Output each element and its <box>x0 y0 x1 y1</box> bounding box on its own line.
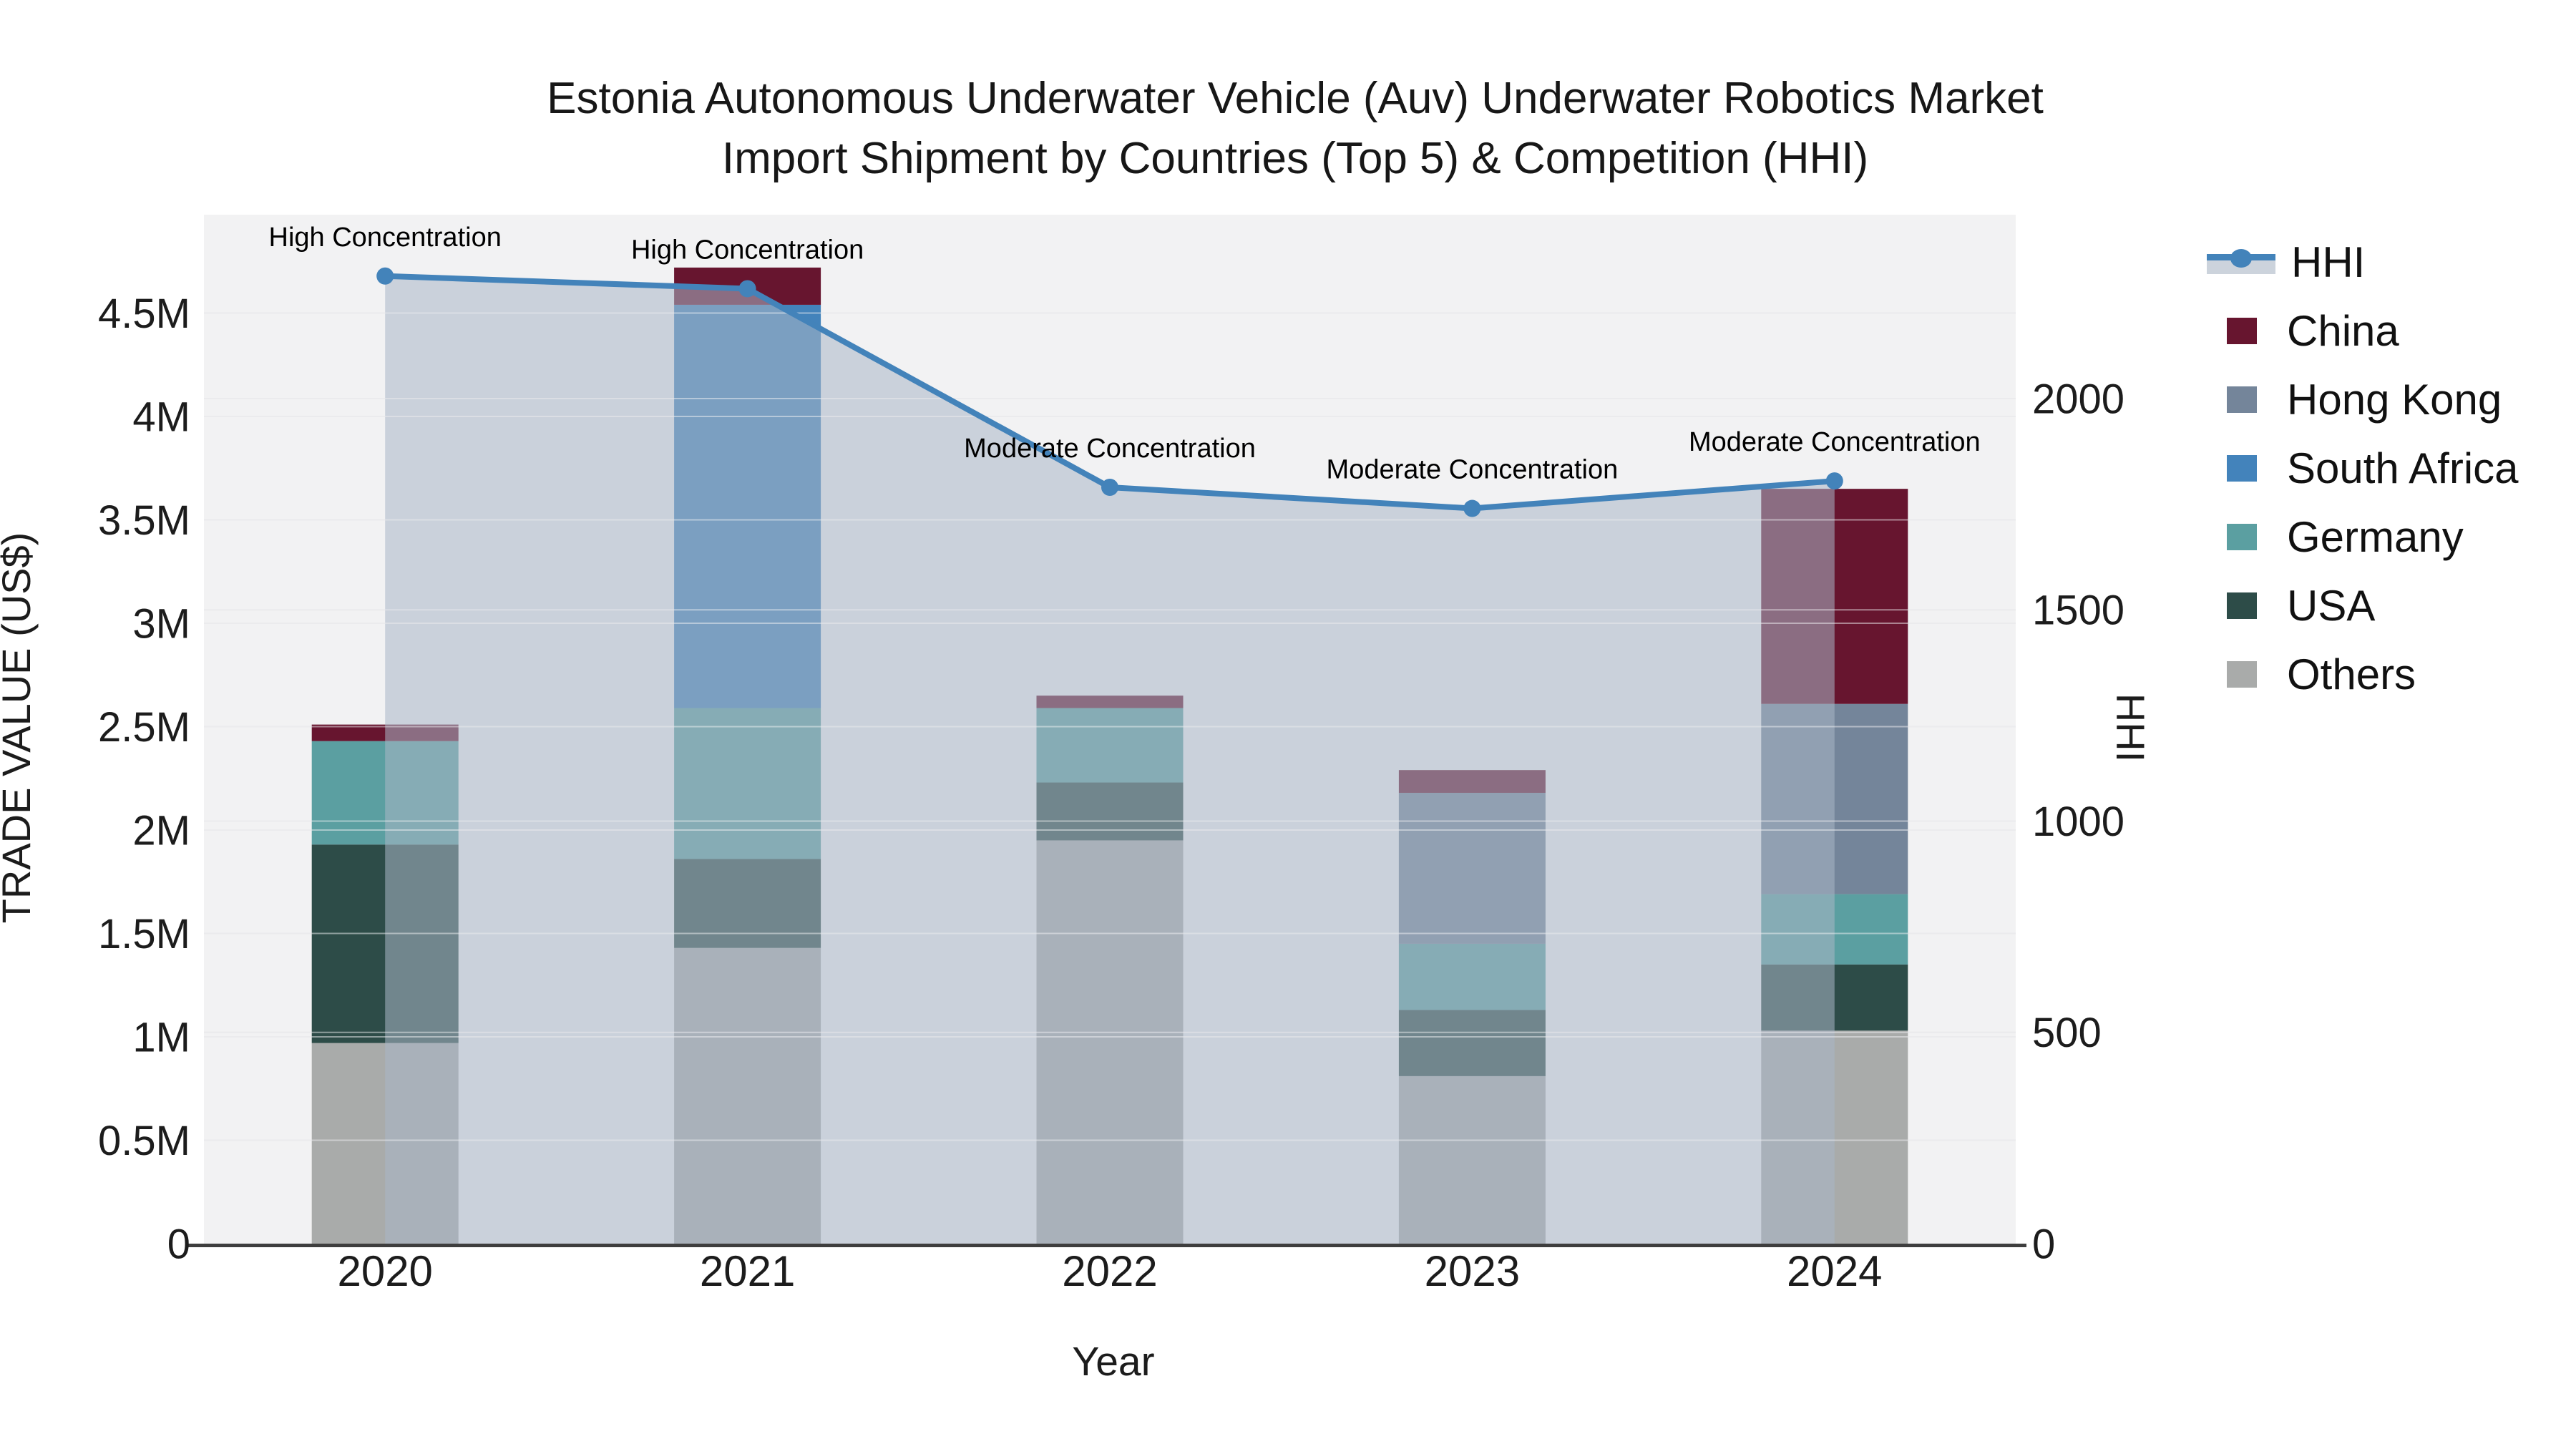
hhi-marker-2020 <box>376 267 394 285</box>
hhi-area <box>385 275 1835 1244</box>
legend-item-china[interactable]: China <box>2227 307 2399 355</box>
hhi-marker-2024 <box>1825 472 1843 490</box>
legend-item-south-africa[interactable]: South Africa <box>2227 444 2519 492</box>
x-tick-label-2024: 2024 <box>1787 1247 1882 1295</box>
y-tick-label-1M: 1M <box>132 1014 190 1060</box>
legend-label-hong-kong: Hong Kong <box>2287 375 2502 424</box>
y2-tick-label-500: 500 <box>2032 1010 2102 1056</box>
chart-title-line2: Import Shipment by Countries (Top 5) & C… <box>721 134 1869 183</box>
x-tick-label-2020: 2020 <box>337 1247 432 1295</box>
y-tick-label-0: 0 <box>167 1221 190 1267</box>
chart-title-line1: Estonia Autonomous Underwater Vehicle (A… <box>547 74 2044 123</box>
legend-swatch-south-africa <box>2227 454 2257 482</box>
annotation-2023: Moderate Concentration <box>1327 455 1619 485</box>
x-tick-label-2021: 2021 <box>700 1247 795 1295</box>
y2-tick-label-2000: 2000 <box>2032 376 2124 422</box>
legend-swatch-hong-kong <box>2227 386 2257 413</box>
legend-item-hong-kong[interactable]: Hong Kong <box>2227 375 2502 424</box>
y-tick-label-0.5M: 0.5M <box>98 1118 190 1164</box>
y-axis-title: TRADE VALUE (US$) <box>0 532 39 924</box>
hhi-marker-2023 <box>1463 499 1481 517</box>
y-tick-label-2M: 2M <box>132 807 190 854</box>
hhi-marker-2021 <box>738 280 756 298</box>
y-tick-label-3.5M: 3.5M <box>98 497 190 544</box>
legend-item-others[interactable]: Others <box>2227 650 2416 698</box>
y-tick-label-3M: 3M <box>132 600 190 647</box>
annotation-2020: High Concentration <box>269 223 502 253</box>
x-tick-label-2023: 2023 <box>1425 1247 1520 1295</box>
legend-hhi-line-icon <box>2207 248 2275 276</box>
legend-label-china: China <box>2287 306 2399 355</box>
x-axis-title: Year <box>1072 1339 1154 1385</box>
legend-swatch-others <box>2227 660 2257 688</box>
legend-swatch-china <box>2227 317 2257 344</box>
x-tick-label-2022: 2022 <box>1062 1247 1157 1295</box>
y2-axis-title: HHI <box>2108 693 2153 762</box>
annotation-2024: Moderate Concentration <box>1689 427 1981 457</box>
x-axis-line <box>186 1244 2026 1247</box>
annotation-2021: High Concentration <box>631 235 864 265</box>
legend-label-south-africa: South Africa <box>2287 444 2519 492</box>
annotation-2022: Moderate Concentration <box>964 434 1256 464</box>
legend-label-germany: Germany <box>2287 512 2464 561</box>
y2-tick-label-1000: 1000 <box>2032 799 2124 845</box>
y-tick-label-4.5M: 4.5M <box>98 291 190 337</box>
legend-item-germany[interactable]: Germany <box>2227 513 2464 561</box>
legend-label-usa: USA <box>2287 581 2376 630</box>
y2-tick-label-0: 0 <box>2032 1221 2055 1267</box>
y2-tick-label-1500: 1500 <box>2032 587 2124 634</box>
y-tick-label-2.5M: 2.5M <box>98 704 190 751</box>
legend-swatch-usa <box>2227 592 2257 619</box>
legend-item-hhi[interactable]: HHI <box>2207 238 2365 286</box>
legend-label-others: Others <box>2287 650 2416 698</box>
y-tick-label-1.5M: 1.5M <box>98 911 190 957</box>
y-tick-label-4M: 4M <box>132 394 190 440</box>
legend-item-usa[interactable]: USA <box>2227 581 2376 630</box>
legend-label-hhi: HHI <box>2291 238 2366 286</box>
chart-title: Estonia Autonomous Underwater Vehicle (A… <box>0 69 2576 189</box>
legend-swatch-germany <box>2227 523 2257 550</box>
hhi-marker-2022 <box>1101 479 1118 497</box>
